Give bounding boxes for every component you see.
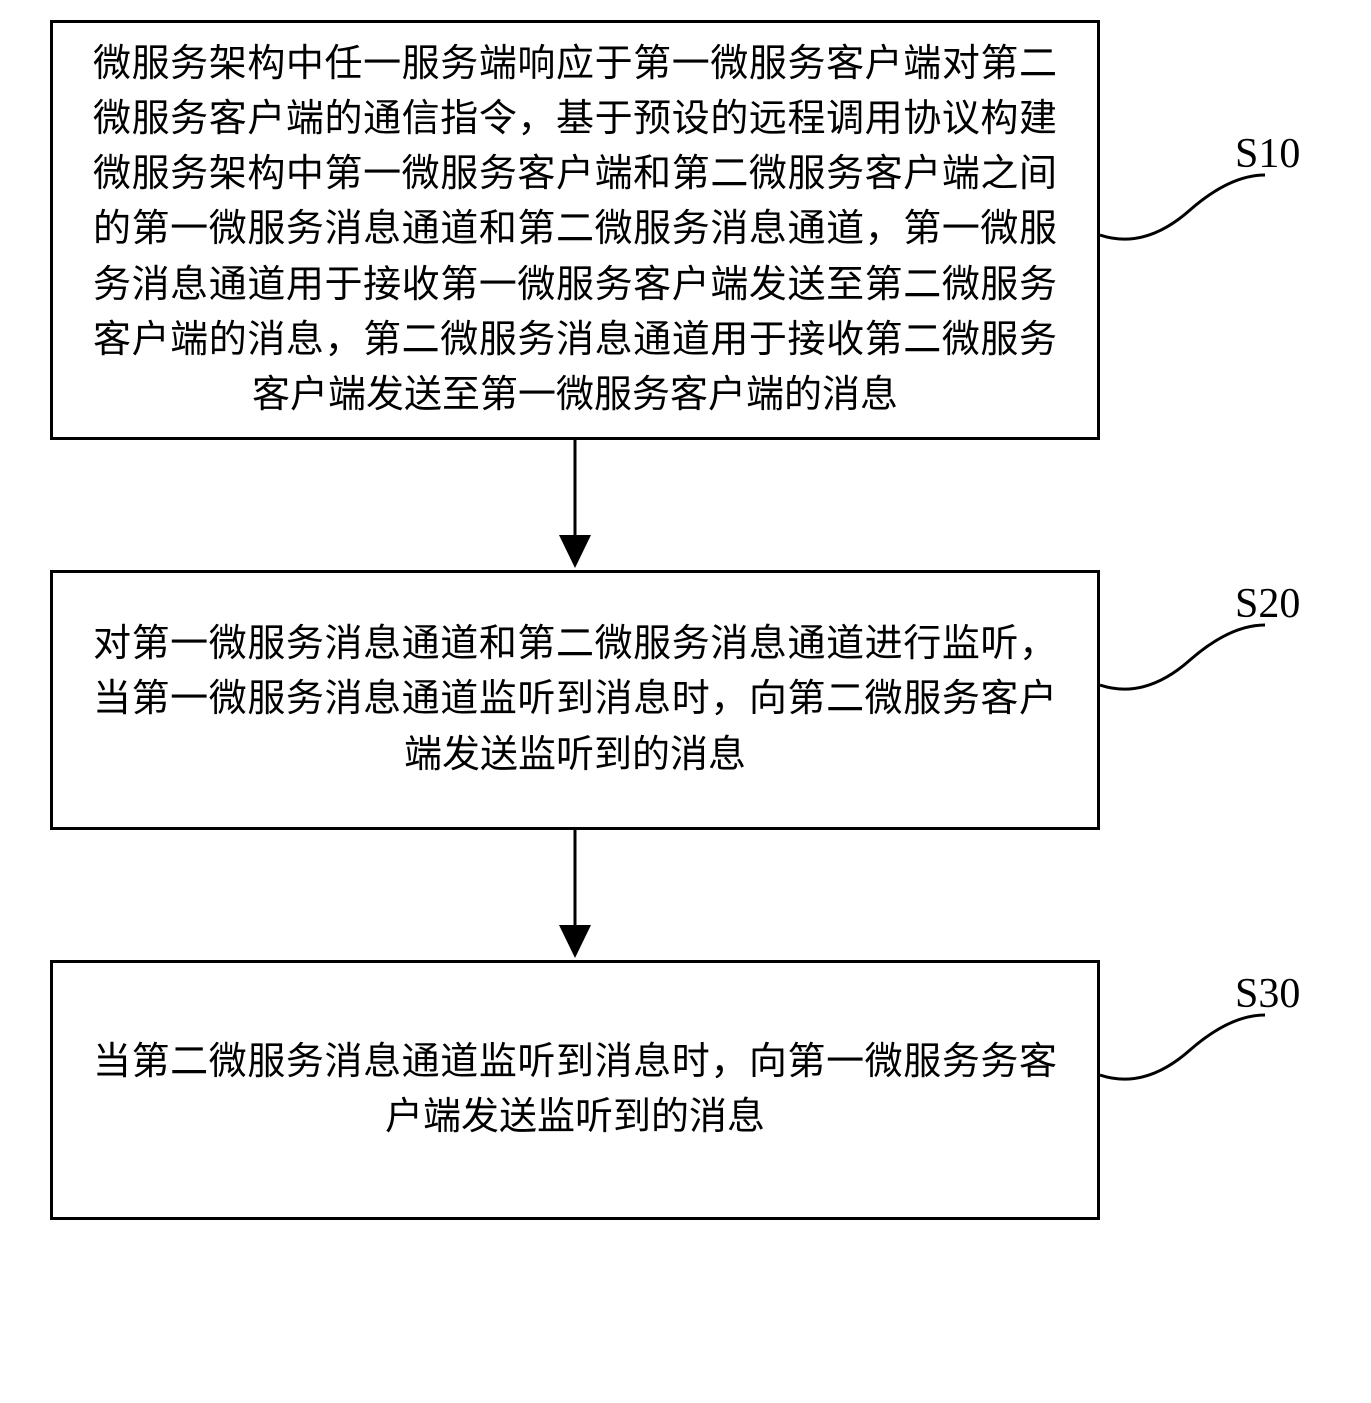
flow-box-text-s10: 微服务架构中任一服务端响应于第一微服务客户端对第二微服务客户端的通信指令，基于预… (93, 37, 1057, 423)
step-label-s30: S30 (1235, 970, 1300, 1018)
flow-box-text-s30: 当第二微服务消息通道监听到消息时，向第一微服务务客户端发送监听到的消息 (93, 1035, 1057, 1145)
flow-box-s20: 对第一微服务消息通道和第二微服务消息通道进行监听，当第一微服务消息通道监听到消息… (50, 570, 1100, 830)
arrow-svg-1 (545, 440, 605, 570)
step-group-s10: 微服务架构中任一服务端响应于第一微服务客户端对第二微服务客户端的通信指令，基于预… (50, 20, 1321, 440)
arrow-s10-s20 (50, 440, 1100, 570)
flow-box-s30: 当第二微服务消息通道监听到消息时，向第一微服务务客户端发送监听到的消息 (50, 960, 1100, 1220)
step-label-s10: S10 (1235, 130, 1300, 178)
arrow-s20-s30 (50, 830, 1100, 960)
arrow-svg-2 (545, 830, 605, 960)
step-label-s20: S20 (1235, 580, 1300, 628)
step-group-s30: 当第二微服务消息通道监听到消息时，向第一微服务务客户端发送监听到的消息 S30 (50, 960, 1321, 1220)
step-group-s20: 对第一微服务消息通道和第二微服务消息通道进行监听，当第一微服务消息通道监听到消息… (50, 570, 1321, 830)
flow-box-text-s20: 对第一微服务消息通道和第二微服务消息通道进行监听，当第一微服务消息通道监听到消息… (93, 617, 1057, 782)
flow-box-s10: 微服务架构中任一服务端响应于第一微服务客户端对第二微服务客户端的通信指令，基于预… (50, 20, 1100, 440)
flowchart-container: 微服务架构中任一服务端响应于第一微服务客户端对第二微服务客户端的通信指令，基于预… (50, 20, 1321, 1220)
